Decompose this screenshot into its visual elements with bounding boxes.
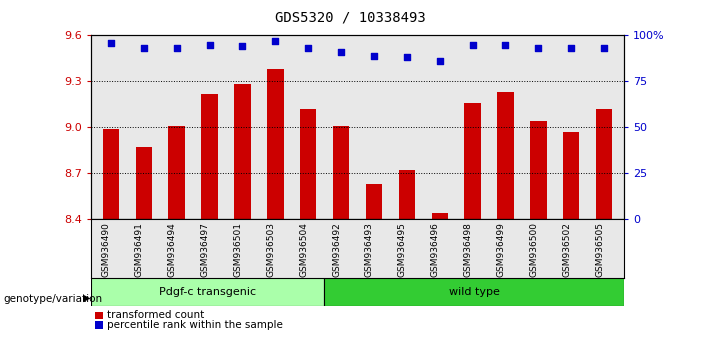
Text: GSM936502: GSM936502 (562, 222, 571, 277)
Bar (464, 103, 481, 219)
Bar (234, 85, 251, 219)
Point (105, 40, 116, 46)
Text: GSM936493: GSM936493 (365, 222, 374, 277)
Point (368, 53, 379, 58)
Text: GSM936495: GSM936495 (398, 222, 407, 277)
Text: GSM936500: GSM936500 (529, 222, 538, 278)
Text: percentile rank within the sample: percentile rank within the sample (107, 320, 283, 330)
Text: GSM936497: GSM936497 (200, 222, 210, 277)
Point (566, 45, 577, 51)
Text: GSM936491: GSM936491 (135, 222, 144, 277)
Bar (530, 121, 547, 219)
Text: GSM936501: GSM936501 (233, 222, 243, 278)
Text: GSM936496: GSM936496 (430, 222, 440, 277)
Text: ▶: ▶ (83, 293, 90, 303)
Point (270, 38, 281, 44)
Bar (168, 126, 185, 219)
Bar (324, 278, 624, 306)
Point (171, 45, 182, 51)
Text: GSM936494: GSM936494 (168, 222, 177, 277)
Text: wild type: wild type (449, 287, 500, 297)
Bar (366, 184, 382, 219)
Point (467, 42, 478, 47)
Text: GSM936503: GSM936503 (266, 222, 275, 278)
Text: transformed count: transformed count (107, 310, 204, 320)
Text: genotype/variation: genotype/variation (4, 294, 102, 304)
Point (336, 49, 347, 55)
Point (599, 45, 610, 51)
Text: GSM936490: GSM936490 (102, 222, 111, 277)
Point (500, 42, 511, 47)
Bar (432, 213, 448, 219)
Point (204, 42, 215, 47)
Text: GDS5320 / 10338493: GDS5320 / 10338493 (275, 11, 426, 25)
Point (237, 44, 248, 49)
Bar (201, 94, 218, 219)
Point (434, 58, 445, 64)
Bar (267, 69, 283, 219)
Text: GSM936504: GSM936504 (299, 222, 308, 277)
Point (533, 45, 544, 51)
Bar (135, 147, 152, 219)
Point (401, 55, 412, 60)
Bar (596, 109, 613, 219)
Bar (497, 92, 514, 219)
Point (138, 45, 149, 51)
Text: Pdgf-c transgenic: Pdgf-c transgenic (159, 287, 257, 297)
Bar (102, 129, 119, 219)
Bar (333, 126, 349, 219)
Text: GSM936498: GSM936498 (463, 222, 472, 277)
Bar (300, 109, 316, 219)
Text: GSM936505: GSM936505 (595, 222, 604, 278)
Bar (399, 170, 415, 219)
Bar (91, 278, 324, 306)
Text: GSM936499: GSM936499 (496, 222, 505, 277)
Bar (563, 132, 580, 219)
Text: GSM936492: GSM936492 (332, 222, 341, 277)
Point (303, 45, 314, 51)
